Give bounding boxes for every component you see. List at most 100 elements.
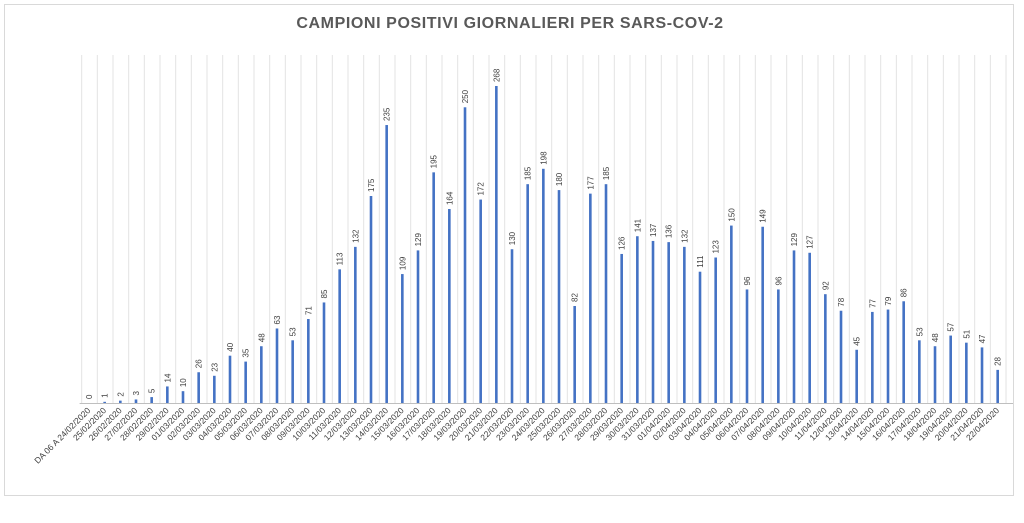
data-label: 136 xyxy=(665,224,674,238)
bar xyxy=(338,269,341,403)
data-label: 45 xyxy=(853,336,862,345)
bar xyxy=(698,271,702,403)
data-label: 132 xyxy=(351,229,360,243)
bar xyxy=(181,391,185,403)
data-label: 40 xyxy=(226,342,235,351)
bar xyxy=(620,253,623,403)
data-label: 23 xyxy=(210,362,219,371)
data-label: 150 xyxy=(727,208,736,222)
data-label: 235 xyxy=(383,107,392,121)
bar xyxy=(886,309,890,403)
bar xyxy=(636,236,639,403)
data-label: 123 xyxy=(712,240,721,254)
bars xyxy=(103,86,999,404)
data-label: 268 xyxy=(492,68,501,82)
data-label: 77 xyxy=(868,298,877,307)
bar xyxy=(354,246,357,403)
data-label: 96 xyxy=(743,276,752,285)
bar xyxy=(761,226,764,403)
bar xyxy=(385,125,388,404)
bar xyxy=(949,335,952,403)
data-label: 78 xyxy=(837,297,846,306)
bar xyxy=(307,319,310,403)
bar xyxy=(495,86,498,403)
bar xyxy=(933,346,937,403)
bar xyxy=(965,342,968,403)
bar xyxy=(369,196,373,403)
x-tick-labels: DA 06 A 24/02/202025/02/202026/02/202027… xyxy=(32,405,1001,465)
data-label: 48 xyxy=(257,333,266,342)
bar xyxy=(604,184,608,403)
bar xyxy=(448,209,451,403)
data-label: 96 xyxy=(774,276,783,285)
bar xyxy=(871,311,874,403)
data-label: 180 xyxy=(555,172,564,186)
bar xyxy=(777,289,780,403)
bar xyxy=(275,328,279,403)
bar xyxy=(792,250,796,403)
data-label: 86 xyxy=(900,288,909,297)
bar xyxy=(166,386,169,403)
data-label: 3 xyxy=(132,390,141,395)
bar xyxy=(839,310,843,403)
bar xyxy=(855,349,858,403)
data-label: 113 xyxy=(336,252,345,265)
data-label: 10 xyxy=(179,378,188,387)
data-label: 126 xyxy=(618,236,627,250)
bar xyxy=(542,168,545,403)
bar xyxy=(918,340,921,403)
gridlines xyxy=(81,55,1007,403)
data-label: 195 xyxy=(430,154,439,168)
data-label: 53 xyxy=(915,327,924,336)
bar xyxy=(291,340,294,403)
data-label: 137 xyxy=(649,223,658,237)
bar xyxy=(667,242,670,403)
data-label: 129 xyxy=(414,233,423,247)
data-label: 185 xyxy=(524,166,533,180)
data-label: 127 xyxy=(806,235,815,249)
bar xyxy=(401,274,404,403)
bar xyxy=(119,400,122,403)
bar xyxy=(479,199,482,403)
data-label: 175 xyxy=(367,178,376,192)
data-label: 111 xyxy=(696,255,705,268)
bar xyxy=(996,369,999,403)
data-label: 5 xyxy=(148,388,157,393)
data-label: 0 xyxy=(85,394,94,399)
data-label: 141 xyxy=(633,218,642,232)
data-label: 1 xyxy=(101,393,110,398)
data-label: 71 xyxy=(304,306,313,315)
bar xyxy=(526,184,529,403)
data-label: 129 xyxy=(790,233,799,247)
data-label: 51 xyxy=(962,329,971,338)
bar xyxy=(150,397,153,403)
bar xyxy=(213,375,216,403)
data-label: 47 xyxy=(978,334,987,343)
bar xyxy=(197,372,200,403)
data-label: 35 xyxy=(242,348,251,357)
data-label: 149 xyxy=(759,209,768,223)
data-label: 28 xyxy=(994,356,1003,365)
bar xyxy=(980,347,984,403)
data-label: 130 xyxy=(508,231,517,245)
bar xyxy=(557,190,561,403)
data-label: 177 xyxy=(586,176,595,190)
bar xyxy=(902,301,905,403)
data-label: 82 xyxy=(571,293,580,302)
bar xyxy=(244,361,247,403)
bar xyxy=(228,355,232,403)
bar xyxy=(260,346,263,403)
bar xyxy=(103,401,106,403)
bar xyxy=(651,240,655,403)
data-label: 164 xyxy=(445,191,454,205)
data-label: 79 xyxy=(884,296,893,305)
data-label: 250 xyxy=(461,89,470,103)
data-label: 2 xyxy=(116,392,125,397)
bar xyxy=(730,225,733,403)
data-label: 132 xyxy=(680,229,689,243)
bar xyxy=(714,257,717,403)
bar xyxy=(416,250,420,403)
bar xyxy=(432,172,435,403)
data-label: 185 xyxy=(602,166,611,180)
